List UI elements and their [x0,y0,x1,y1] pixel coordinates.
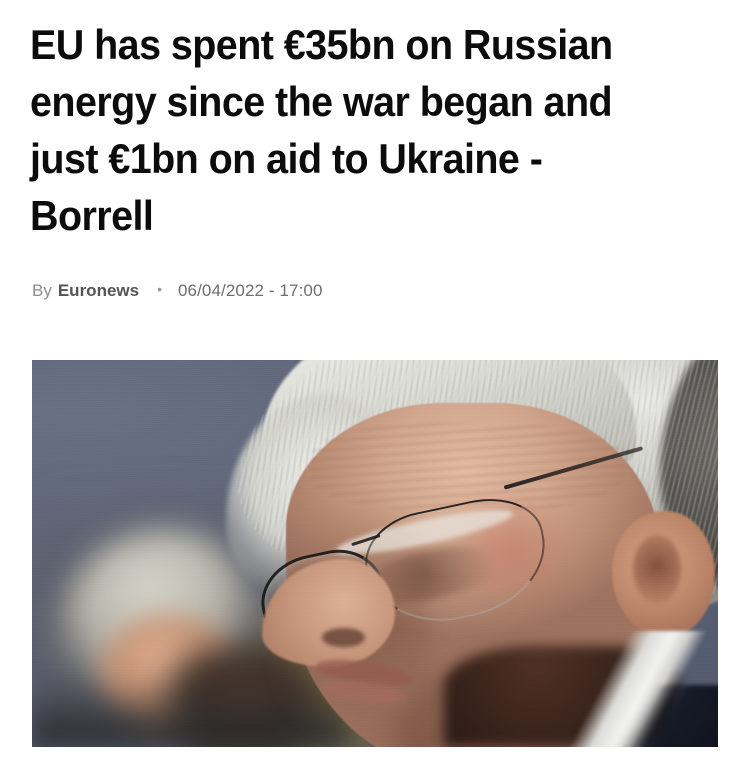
byline-timestamp: 06/04/2022 - 17:00 [178,281,323,300]
page-title: EU has spent €35bn on Russian energy sin… [30,21,613,239]
photo-grain [32,360,718,747]
byline: By Euronews • 06/04/2022 - 17:00 [32,280,323,302]
photo-vignette [32,360,718,747]
ear-inner [633,535,682,604]
byline-by-label: By [32,281,52,300]
suit-jacket [594,685,718,747]
portrait-photo [32,360,718,747]
article-hero-image [32,360,718,747]
nostril [322,627,365,648]
byline-author[interactable]: Euronews [57,281,140,300]
byline-separator-dot: • [157,281,162,297]
